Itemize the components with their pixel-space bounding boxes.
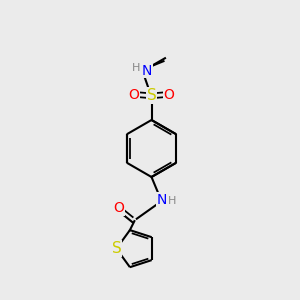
Text: N: N xyxy=(157,193,167,206)
Text: S: S xyxy=(112,241,121,256)
Text: S: S xyxy=(147,88,156,103)
Text: O: O xyxy=(129,88,140,102)
Text: H: H xyxy=(132,63,141,74)
Text: N: N xyxy=(142,64,152,78)
Text: H: H xyxy=(168,196,177,206)
Text: O: O xyxy=(164,88,174,102)
Text: O: O xyxy=(113,202,124,215)
